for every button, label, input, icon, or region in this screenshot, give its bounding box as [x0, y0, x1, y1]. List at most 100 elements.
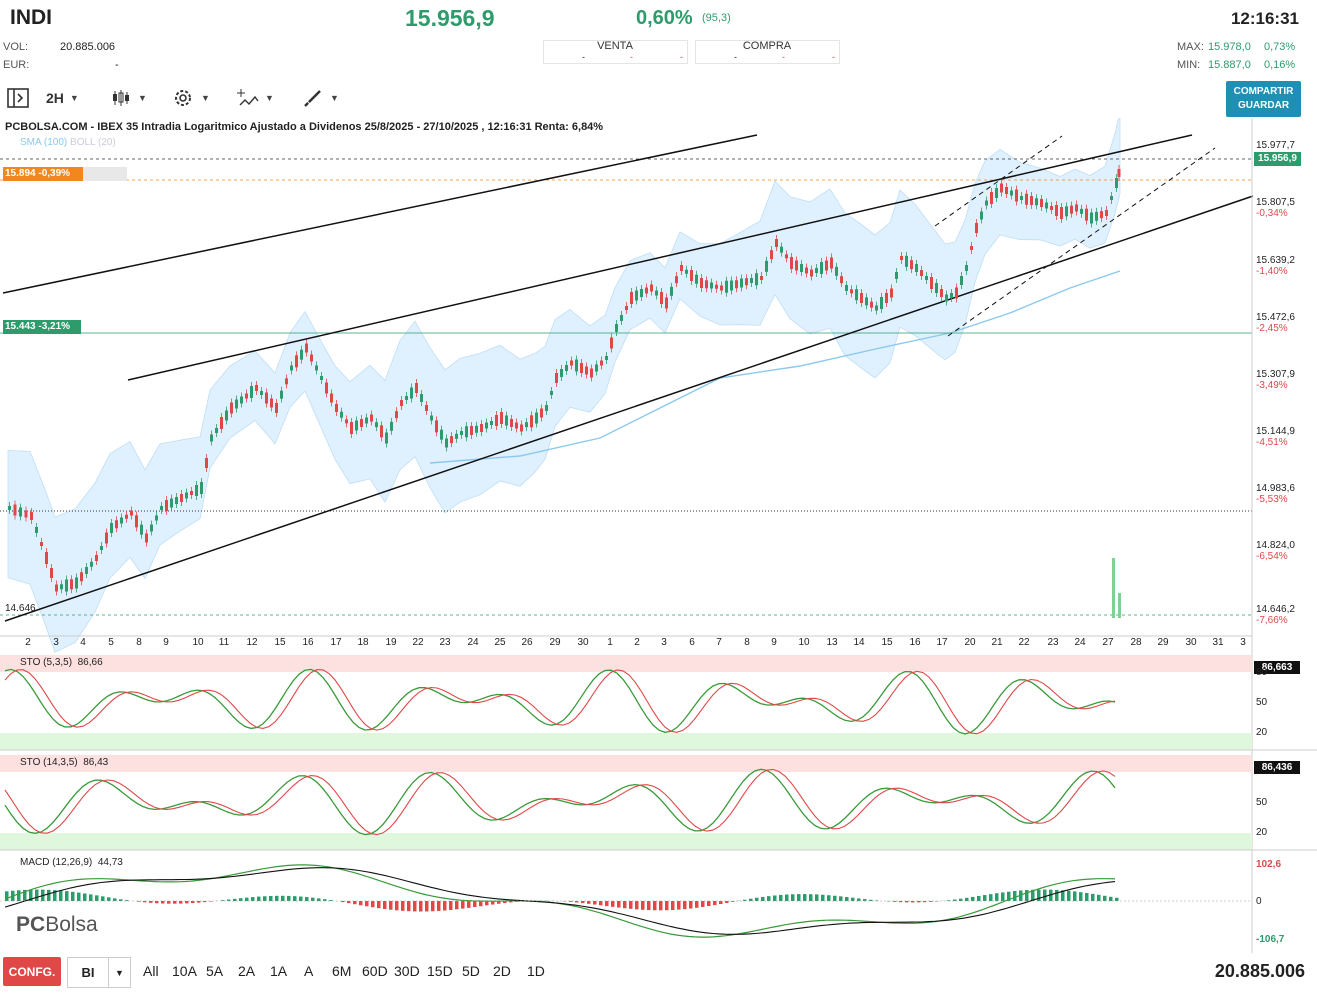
period-6m[interactable]: 6M [332, 963, 352, 979]
period-2a[interactable]: 2A [238, 963, 256, 979]
candle-body [705, 280, 708, 289]
macd-bottom: -106,7 [1256, 934, 1285, 945]
candle-body [475, 425, 478, 433]
panel-toggle-button[interactable] [6, 80, 30, 116]
total-volume: 20.885.006 [1214, 961, 1305, 981]
share-save-button[interactable]: COMPARTIR GUARDAR [1226, 81, 1301, 117]
candle-type-button[interactable]: ▼ [110, 80, 147, 116]
period-a[interactable]: A [304, 963, 314, 979]
period-60d[interactable]: 60D [362, 963, 388, 979]
macd-histogram-bar [23, 889, 27, 901]
candle-body [80, 572, 83, 582]
candle-body [1095, 211, 1098, 221]
candle-body [1000, 183, 1003, 193]
period-15d[interactable]: 15D [427, 963, 453, 979]
date-axis-label: 12 [246, 637, 258, 648]
period-5d[interactable]: 5D [462, 963, 480, 979]
candle-body [640, 289, 643, 297]
candle-body [250, 386, 253, 398]
macd-histogram-bar [263, 896, 267, 901]
candle-body [970, 246, 973, 250]
macd-histogram-bar [287, 895, 291, 901]
period-30d[interactable]: 30D [394, 963, 420, 979]
macd-histogram-bar [305, 897, 309, 901]
candle-body [1110, 196, 1113, 200]
candle-body [280, 390, 283, 399]
macd-histogram-bar [245, 897, 249, 901]
macd-histogram-bar [5, 891, 9, 901]
candle-body [340, 411, 343, 418]
period-all[interactable]: All [143, 963, 159, 979]
price-chart[interactable] [0, 118, 1317, 953]
date-axis-label: 3 [53, 637, 59, 648]
candle-body [765, 260, 768, 272]
last-price: 15.956,9 [405, 5, 495, 31]
date-axis-label: 6 [689, 637, 695, 648]
macd-histogram-bar [353, 901, 357, 905]
volume-value: 20.885.006 [60, 41, 116, 53]
period-1d[interactable]: 1D [527, 963, 545, 979]
macd-histogram-bar [647, 901, 651, 911]
mode-select[interactable]: BI ▼ [67, 957, 131, 988]
candle-body [125, 514, 128, 519]
date-axis-label: 24 [1074, 637, 1086, 648]
macd-histogram-bar [455, 901, 459, 910]
date-axis-label: 26 [521, 637, 533, 648]
candle-body [985, 200, 988, 206]
macd-histogram-bar [581, 901, 585, 904]
macd-histogram-bar [863, 899, 867, 901]
sto2-level-20: 20 [1256, 827, 1268, 838]
date-axis-label: 22 [412, 637, 424, 648]
macd-histogram-bar [617, 901, 621, 908]
macd-histogram-bar [227, 899, 231, 901]
candle-body [190, 491, 193, 495]
candle-body [530, 415, 533, 428]
volume-label: VOL: [3, 41, 29, 53]
candle-body [940, 289, 943, 297]
date-axis-label: 10 [798, 637, 810, 648]
macd-histogram-bar [629, 901, 633, 909]
sto2-badge: 86,436 [1254, 761, 1300, 774]
candle-body [1005, 187, 1008, 194]
candle-body [95, 555, 98, 561]
macd-histogram-bar [149, 901, 153, 903]
settings-button[interactable]: ▼ [171, 80, 210, 116]
macd-histogram-bar [1103, 895, 1107, 901]
teal-level-badge: 15.443 -3,21% [3, 320, 81, 334]
period-2d[interactable]: 2D [493, 963, 511, 979]
macd-histogram-bar [689, 901, 693, 909]
period-1a[interactable]: 1A [270, 963, 288, 979]
drawing-tools-button[interactable]: ▼ [302, 80, 339, 116]
macd-histogram-bar [347, 901, 351, 904]
macd-histogram-bar [797, 894, 801, 901]
macd-histogram-bar [1109, 896, 1113, 901]
macd-zero: 0 [1256, 896, 1262, 907]
config-button[interactable]: CONFG. [3, 957, 61, 986]
macd-histogram-bar [971, 896, 975, 901]
chevron-down-icon: ▼ [330, 93, 339, 103]
date-axis-label: 21 [991, 637, 1003, 648]
macd-histogram-bar [653, 901, 657, 911]
candle-body [805, 267, 808, 274]
macd-histogram-bar [815, 894, 819, 901]
indicators-button[interactable]: ▼ [237, 80, 274, 116]
interval-select[interactable]: 2H ▼ [46, 80, 79, 116]
sto2-value: 86,43 [83, 757, 109, 768]
sto1-overbought-zone [0, 655, 1252, 672]
candle-body [385, 432, 388, 444]
candle-body [55, 584, 58, 592]
macd-histogram-bar [119, 899, 123, 901]
sto2-level-50: 50 [1256, 797, 1268, 808]
macd-histogram-bar [509, 901, 513, 903]
macd-histogram-bar [1043, 889, 1047, 901]
date-axis-label: 29 [549, 637, 561, 648]
candle-body [230, 402, 233, 414]
macd-histogram-bar [443, 901, 447, 911]
candle-body [1050, 206, 1053, 210]
period-10a[interactable]: 10A [172, 963, 197, 979]
macd-histogram-bar [269, 895, 273, 901]
trendline-upper [2, 134, 758, 294]
macd-histogram-bar [485, 901, 489, 906]
period-5a[interactable]: 5A [206, 963, 224, 979]
candle-body [1030, 196, 1033, 205]
